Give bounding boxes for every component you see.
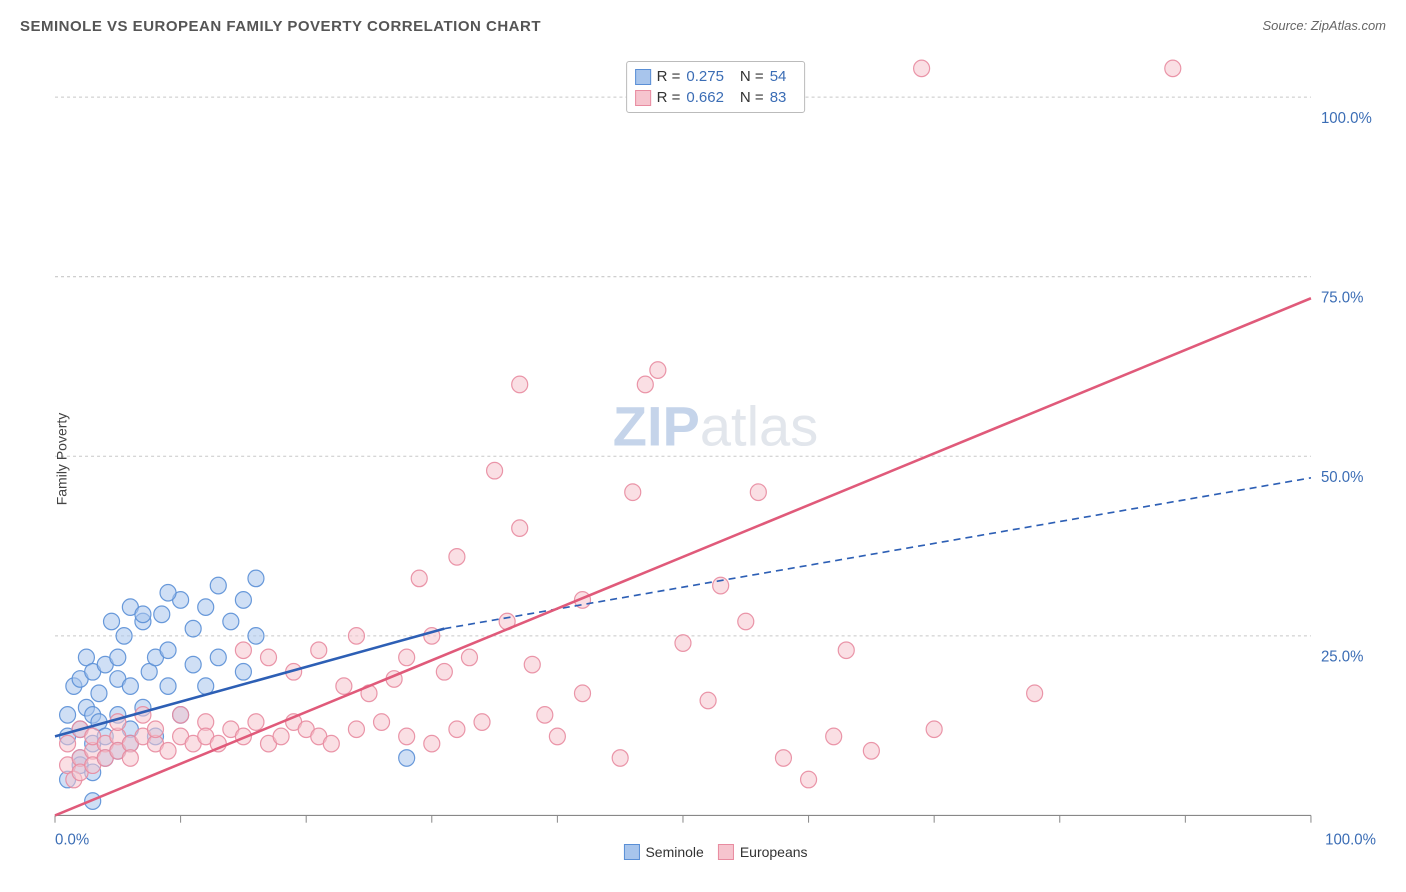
svg-text:100.0%: 100.0% bbox=[1321, 110, 1372, 127]
svg-text:0.0%: 0.0% bbox=[55, 831, 90, 848]
legend-r-value: 0.662 bbox=[686, 89, 724, 106]
source-credit: Source: ZipAtlas.com bbox=[1262, 18, 1386, 33]
series-legend-label: Seminole bbox=[645, 844, 703, 860]
svg-text:50.0%: 50.0% bbox=[1321, 469, 1364, 486]
svg-text:100.0%: 100.0% bbox=[1325, 831, 1376, 848]
legend-r-value: 0.275 bbox=[686, 68, 724, 85]
chart-area: Family Poverty ZIPatlas R = 0.275N = 54R… bbox=[45, 55, 1386, 862]
legend-swatch bbox=[635, 69, 651, 85]
legend-n-label: N = bbox=[740, 89, 764, 106]
legend-r-label: R = bbox=[657, 89, 681, 106]
legend-n-value: 54 bbox=[770, 68, 787, 85]
scatter-plot: 25.0% 50.0% 75.0% 100.0% 0.0% 100.0% bbox=[45, 55, 1386, 862]
correlation-legend: R = 0.275 N = 54 R = 0.662 N = 83 bbox=[626, 61, 806, 113]
series-legend-item: Seminole bbox=[623, 844, 703, 860]
header: SEMINOLE VS EUROPEAN FAMILY POVERTY CORR… bbox=[20, 18, 1386, 42]
legend-r-label: R = bbox=[657, 68, 681, 85]
svg-text:25.0%: 25.0% bbox=[1321, 649, 1364, 666]
series-legend-item: Europeans bbox=[718, 844, 808, 860]
svg-text:75.0%: 75.0% bbox=[1321, 289, 1364, 306]
y-axis-label: Family Poverty bbox=[53, 412, 69, 505]
legend-swatch bbox=[623, 844, 639, 860]
correlation-legend-row: R = 0.275 N = 54 bbox=[635, 66, 797, 87]
series-legend: Seminole Europeans bbox=[623, 844, 807, 860]
series-legend-label: Europeans bbox=[740, 844, 808, 860]
correlation-legend-row: R = 0.662 N = 83 bbox=[635, 87, 797, 108]
chart-title: SEMINOLE VS EUROPEAN FAMILY POVERTY CORR… bbox=[20, 18, 541, 35]
legend-n-value: 83 bbox=[770, 89, 787, 106]
legend-swatch bbox=[635, 90, 651, 106]
legend-swatch bbox=[718, 844, 734, 860]
legend-n-label: N = bbox=[740, 68, 764, 85]
